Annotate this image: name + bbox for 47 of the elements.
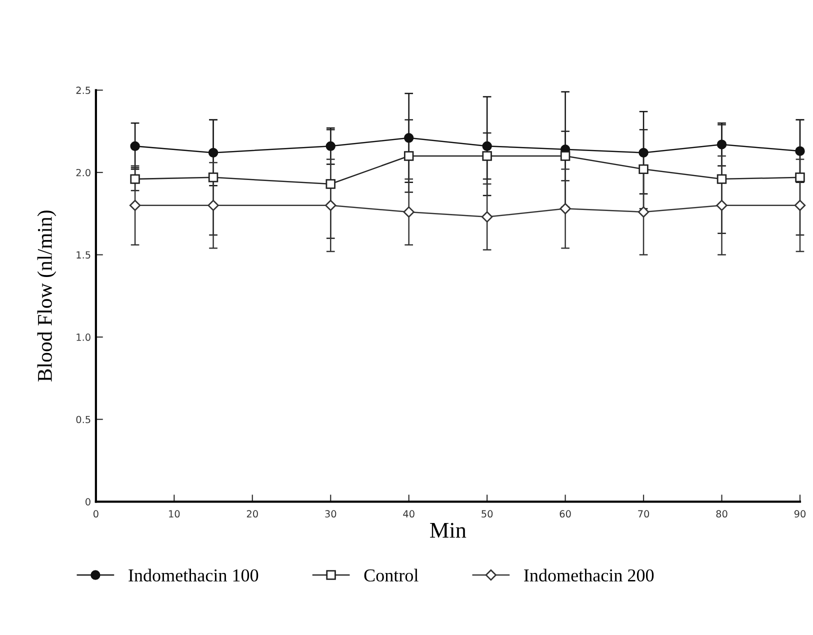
x-tick-label: 80 [716, 510, 728, 518]
x-axis-title: Min [430, 522, 466, 538]
point [560, 203, 571, 214]
point [638, 206, 650, 218]
point [482, 141, 492, 151]
x-tick-label: 70 [638, 510, 650, 518]
point [795, 146, 805, 156]
y-tick-label: 2.5 [76, 86, 90, 94]
x-tick-label: 50 [482, 510, 493, 518]
point [794, 200, 806, 211]
point [560, 151, 570, 161]
point [208, 172, 218, 182]
x-tick-label: 90 [794, 510, 806, 518]
point [129, 200, 141, 211]
y-axis-title: Blood Flow (nl/min) [37, 210, 56, 382]
x-tick-label: 30 [325, 510, 336, 518]
x-tick-label: 40 [403, 510, 414, 518]
point [208, 200, 219, 211]
legend-label: Indomethacin 100 [128, 568, 258, 582]
point [482, 151, 492, 161]
y-tick-label: 1.0 [76, 334, 90, 341]
point [638, 148, 648, 158]
y-tick-label: 0 [86, 498, 90, 506]
point [404, 133, 414, 143]
x-tick-label: 0 [93, 510, 98, 518]
point [481, 211, 493, 223]
point [326, 141, 336, 151]
point [716, 174, 727, 184]
y-tick-label: 2.0 [76, 168, 90, 176]
point [795, 172, 805, 182]
y-tick-label: 0.5 [76, 416, 90, 424]
point [326, 179, 336, 189]
point [638, 164, 648, 174]
x-tick-label: 60 [560, 510, 571, 518]
point [716, 140, 727, 150]
point [404, 151, 414, 161]
legend-label: Control [364, 568, 418, 582]
point [208, 148, 218, 158]
legend-label: Indomethacin 200 [524, 568, 654, 582]
point [325, 200, 336, 211]
point [130, 174, 140, 184]
point [403, 206, 414, 218]
x-tick-label: 10 [169, 510, 180, 518]
point [716, 200, 728, 211]
x-tick-label: 20 [246, 510, 258, 518]
y-tick-label: 1.5 [76, 251, 90, 259]
point [130, 141, 140, 151]
